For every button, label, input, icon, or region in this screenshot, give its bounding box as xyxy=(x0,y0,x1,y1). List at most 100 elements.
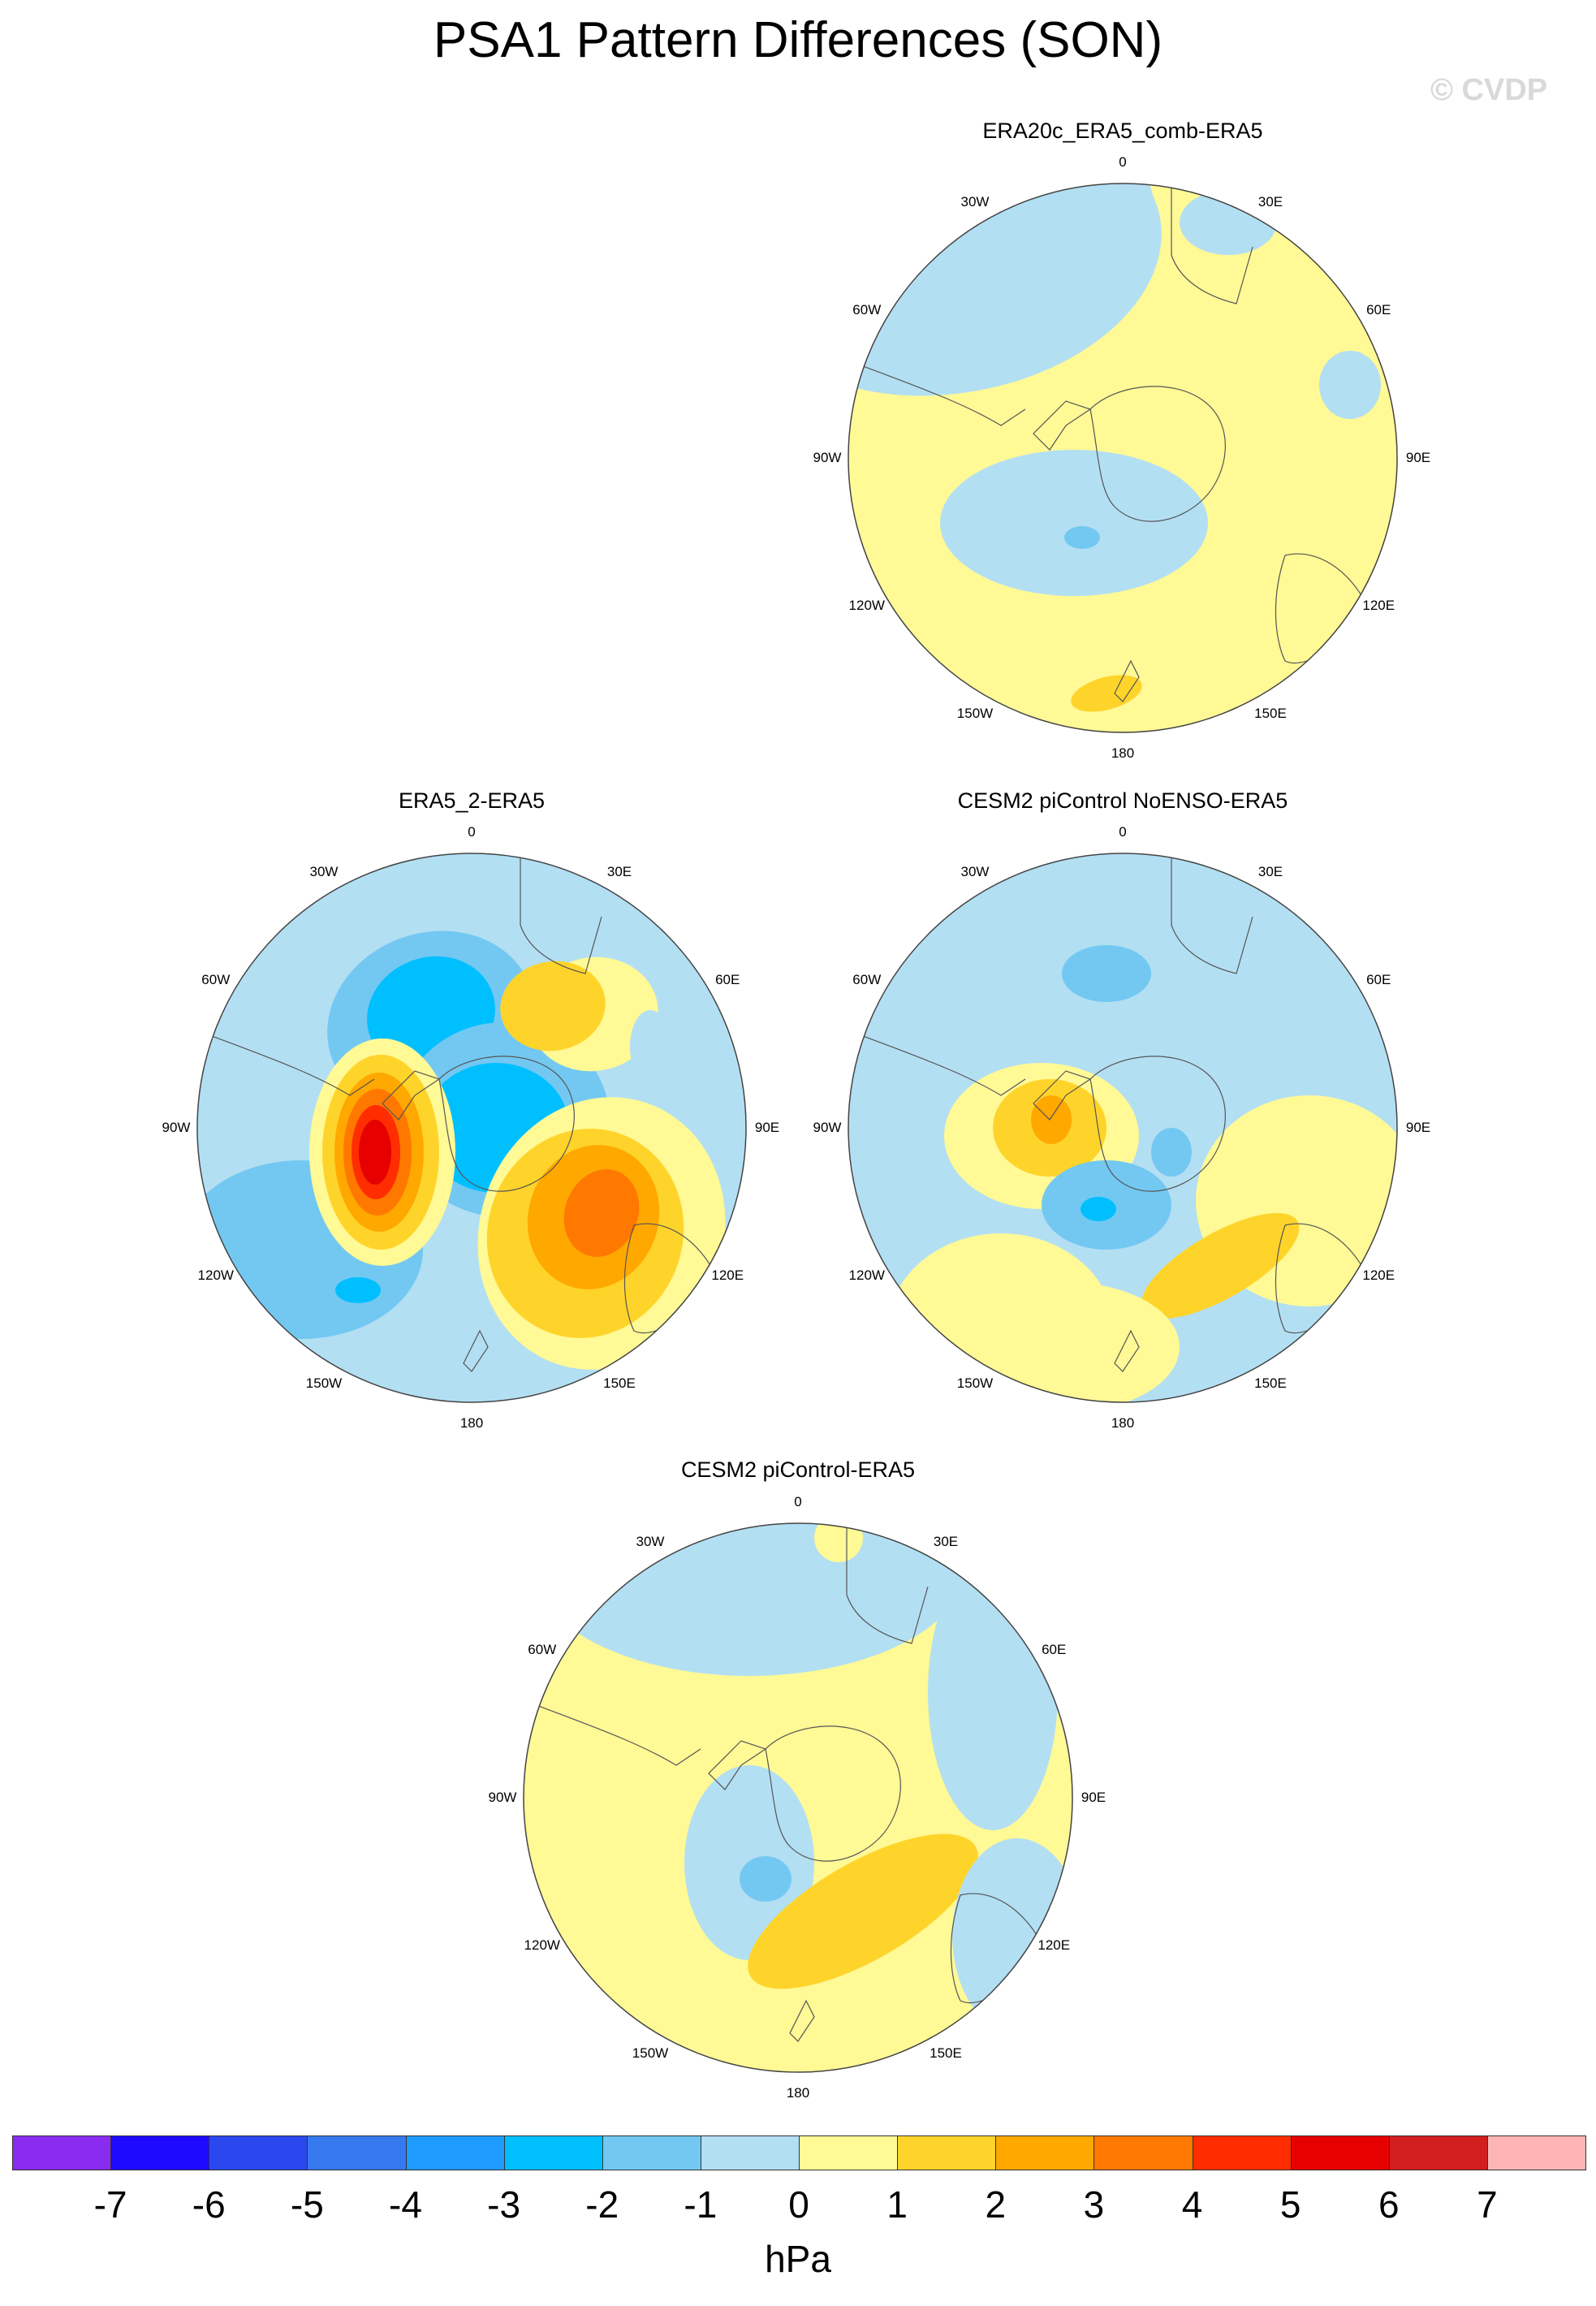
colorbar-tick-label: 4 xyxy=(1181,2183,1203,2226)
colorbar-tick-label: 7 xyxy=(1477,2183,1498,2226)
longitude-label: 180 xyxy=(459,1415,484,1431)
panel-title: ERA20c_ERA5_comb-ERA5 xyxy=(982,119,1263,143)
map-border xyxy=(848,183,1398,733)
colorbar-tick-label: 1 xyxy=(886,2183,908,2226)
panel-title: CESM2 piControl-ERA5 xyxy=(680,1457,916,1482)
coastline xyxy=(765,1725,901,1862)
contour-region xyxy=(960,184,1155,304)
colorbar-swatch xyxy=(1290,2135,1390,2170)
contour-region xyxy=(1151,1128,1192,1177)
copyright-watermark: © CVDP xyxy=(1430,73,1548,107)
coastline xyxy=(197,1030,375,1096)
contour-region xyxy=(563,1169,640,1257)
map-border xyxy=(523,1522,1073,2073)
longitude-label: 150E xyxy=(1254,706,1287,722)
longitude-label: 120E xyxy=(1037,1937,1071,1953)
colorbar-swatch xyxy=(1486,2135,1586,2170)
contour-region xyxy=(928,1554,1058,1830)
longitude-label: 90E xyxy=(1405,450,1431,465)
longitude-label: 150W xyxy=(956,1375,994,1392)
longitude-label: 90W xyxy=(813,450,842,465)
longitude-label: 150W xyxy=(632,2045,669,2062)
longitude-label: 120E xyxy=(1362,1267,1395,1283)
colorbar-swatch xyxy=(307,2135,407,2170)
longitude-label: 90E xyxy=(1405,1120,1431,1135)
coastline xyxy=(1171,853,1253,974)
longitude-label: 60E xyxy=(715,972,740,987)
colorbar-tick-label: -4 xyxy=(389,2183,422,2226)
coastline xyxy=(1033,400,1092,451)
longitude-label: 120E xyxy=(1362,598,1395,613)
polar-map xyxy=(848,183,1398,733)
colorbar-tick-label: 5 xyxy=(1279,2183,1301,2226)
longitude-label: 60W xyxy=(852,302,882,317)
coastline xyxy=(848,1030,1026,1096)
colorbar-swatch xyxy=(209,2135,308,2170)
longitude-label: 180 xyxy=(786,2085,810,2101)
colorbar-swatch xyxy=(897,2135,997,2170)
longitude-label: 30W xyxy=(309,863,339,879)
coastline xyxy=(1171,184,1253,304)
contour-region xyxy=(1141,1213,1300,1319)
colorbar-swatch xyxy=(799,2135,899,2170)
longitude-label: 120W xyxy=(848,1267,885,1283)
panel-title: ERA5_2-ERA5 xyxy=(398,788,546,813)
coastline xyxy=(846,1523,929,1644)
contour-region xyxy=(500,961,606,1052)
longitude-label: 0 xyxy=(794,1494,802,1509)
longitude-label: 30W xyxy=(636,1533,665,1549)
coastline xyxy=(708,1740,767,1790)
colorbar-units: hPa xyxy=(765,2238,831,2280)
longitude-label: 30E xyxy=(1257,863,1283,879)
colorbar-swatch xyxy=(405,2135,505,2170)
longitude-label: 150W xyxy=(956,706,994,722)
colorbar-tick-label: -2 xyxy=(585,2183,619,2226)
colorbar-swatch xyxy=(12,2135,112,2170)
longitude-label: 60E xyxy=(1042,1642,1067,1657)
longitude-label: 150E xyxy=(603,1375,636,1392)
coastline xyxy=(520,853,602,974)
coastline xyxy=(438,1056,575,1192)
longitude-label: 30E xyxy=(933,1533,959,1549)
contour-region xyxy=(1031,1095,1072,1144)
colorbar-tick-label: -3 xyxy=(487,2183,521,2226)
map-border xyxy=(196,853,747,1403)
colorbar-tick-label: 2 xyxy=(985,2183,1007,2226)
coastline xyxy=(789,1999,815,2042)
colorbar-tick-label: 6 xyxy=(1378,2183,1400,2226)
colorbar xyxy=(12,2135,1586,2170)
colorbar-tick-label: 3 xyxy=(1083,2183,1105,2226)
longitude-label: 180 xyxy=(1111,1415,1135,1431)
longitude-label: 120W xyxy=(524,1937,560,1953)
contour-region xyxy=(630,1010,671,1083)
coastline xyxy=(1033,1070,1092,1121)
contour-region xyxy=(530,1523,968,1676)
longitude-label: 120W xyxy=(848,598,885,613)
colorbar-tick-label: -1 xyxy=(684,2183,718,2226)
coastline xyxy=(1114,1329,1140,1372)
map-border xyxy=(848,853,1398,1403)
contour-region xyxy=(952,1282,1180,1402)
longitude-label: 120W xyxy=(197,1267,234,1283)
longitude-label: 30W xyxy=(960,863,990,879)
longitude-label: 90E xyxy=(754,1120,780,1135)
longitude-label: 180 xyxy=(1111,745,1135,761)
longitude-label: 60W xyxy=(852,972,882,987)
longitude-label: 90E xyxy=(1081,1790,1106,1805)
colorbar-swatch xyxy=(602,2135,701,2170)
contour-region xyxy=(1064,526,1100,549)
contour-region xyxy=(359,1120,391,1185)
longitude-label: 30E xyxy=(606,863,632,879)
polar-map xyxy=(196,853,747,1403)
colorbar-swatch xyxy=(1192,2135,1292,2170)
colorbar-swatch xyxy=(1093,2135,1193,2170)
longitude-label: 0 xyxy=(1119,824,1127,840)
colorbar-swatch xyxy=(1388,2135,1488,2170)
panel-title: CESM2 piControl NoENSO-ERA5 xyxy=(957,788,1288,813)
longitude-label: 60W xyxy=(528,1642,557,1657)
colorbar-swatch xyxy=(110,2135,210,2170)
coastline xyxy=(848,360,1026,426)
longitude-label: 90W xyxy=(162,1120,191,1135)
contour-region xyxy=(1081,1197,1116,1221)
longitude-label: 90W xyxy=(813,1120,842,1135)
